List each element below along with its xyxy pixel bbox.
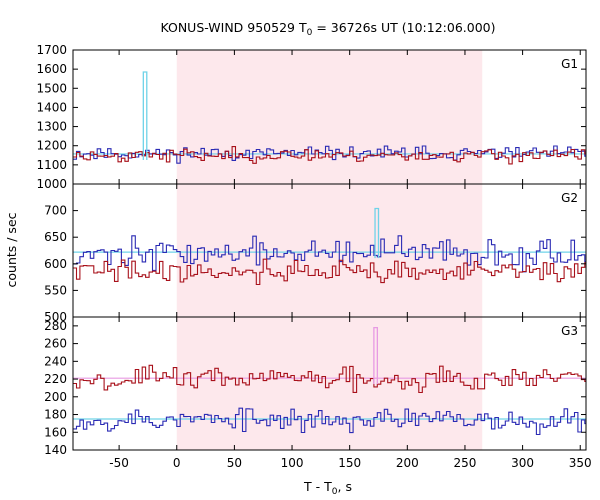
y-tick-label: 140 [44, 443, 67, 457]
panel-label: G2 [561, 191, 578, 205]
series-red [73, 364, 586, 394]
x-tick-label: 350 [569, 456, 592, 470]
y-tick-label: 1000 [36, 177, 67, 191]
panel-g1: 1000 1100 1200 1300 1400 1500 1600 1700 G1 [36, 43, 587, 191]
spike-mark [142, 71, 148, 160]
y-tick-label: 160 [44, 425, 67, 439]
series-blue [73, 235, 586, 273]
y-tick-label: 1200 [36, 139, 67, 153]
x-tick-label: 250 [454, 456, 477, 470]
y-tick-label: 1700 [36, 43, 67, 57]
highlight-band [176, 184, 483, 317]
chart-title: KONUS-WIND 950529 T0 = 36726s UT (10:12:… [160, 20, 495, 38]
x-tick-label: 50 [227, 456, 242, 470]
y-tick-label: 260 [44, 337, 67, 351]
x-tick-label: 0 [173, 456, 181, 470]
y-tick-label: 700 [44, 204, 67, 218]
panel-g2: 500 550 600 650 700 G2 [44, 183, 587, 324]
panel-label: G3 [561, 324, 578, 338]
panel-label: G1 [561, 57, 578, 71]
y-tick-label: 1400 [36, 100, 67, 114]
y-tick-label: 280 [44, 319, 67, 333]
series-red [73, 258, 586, 286]
y-tick-label: 650 [44, 230, 67, 244]
spike-mark [374, 207, 380, 259]
y-tick-label: 600 [44, 257, 67, 271]
chart-panels: 10001100120013001400150016001700G1500550… [36, 43, 591, 470]
spike-mark [373, 326, 378, 385]
series-red [73, 146, 586, 165]
x-tick-label: 150 [338, 456, 361, 470]
x-tick-label: 100 [281, 456, 304, 470]
x-tick-label: 300 [511, 456, 534, 470]
series-blue [73, 407, 586, 436]
y-axis-label: counts / sec [4, 212, 19, 287]
y-tick-label: 1300 [36, 120, 67, 134]
panel-g3: 140 160 180 200 220 240 260 280 -50 0 50 100 150 200 2… [44, 316, 592, 470]
y-tick-label: 240 [44, 354, 67, 368]
y-tick-label: 200 [44, 390, 67, 404]
y-tick-label: 500 [44, 310, 67, 324]
y-tick-label: 1100 [36, 158, 67, 172]
highlight-band [176, 50, 483, 184]
x-tick-label: -50 [109, 456, 129, 470]
y-tick-label: 1500 [36, 81, 67, 95]
y-tick-label: 550 [44, 283, 67, 297]
y-tick-label: 1600 [36, 62, 67, 76]
x-axis-label: T - T0, s [303, 479, 352, 497]
x-tick-label: 200 [396, 456, 419, 470]
panel-frame [72, 316, 587, 451]
y-tick-label: 220 [44, 372, 67, 386]
y-tick-label: 180 [44, 408, 67, 422]
